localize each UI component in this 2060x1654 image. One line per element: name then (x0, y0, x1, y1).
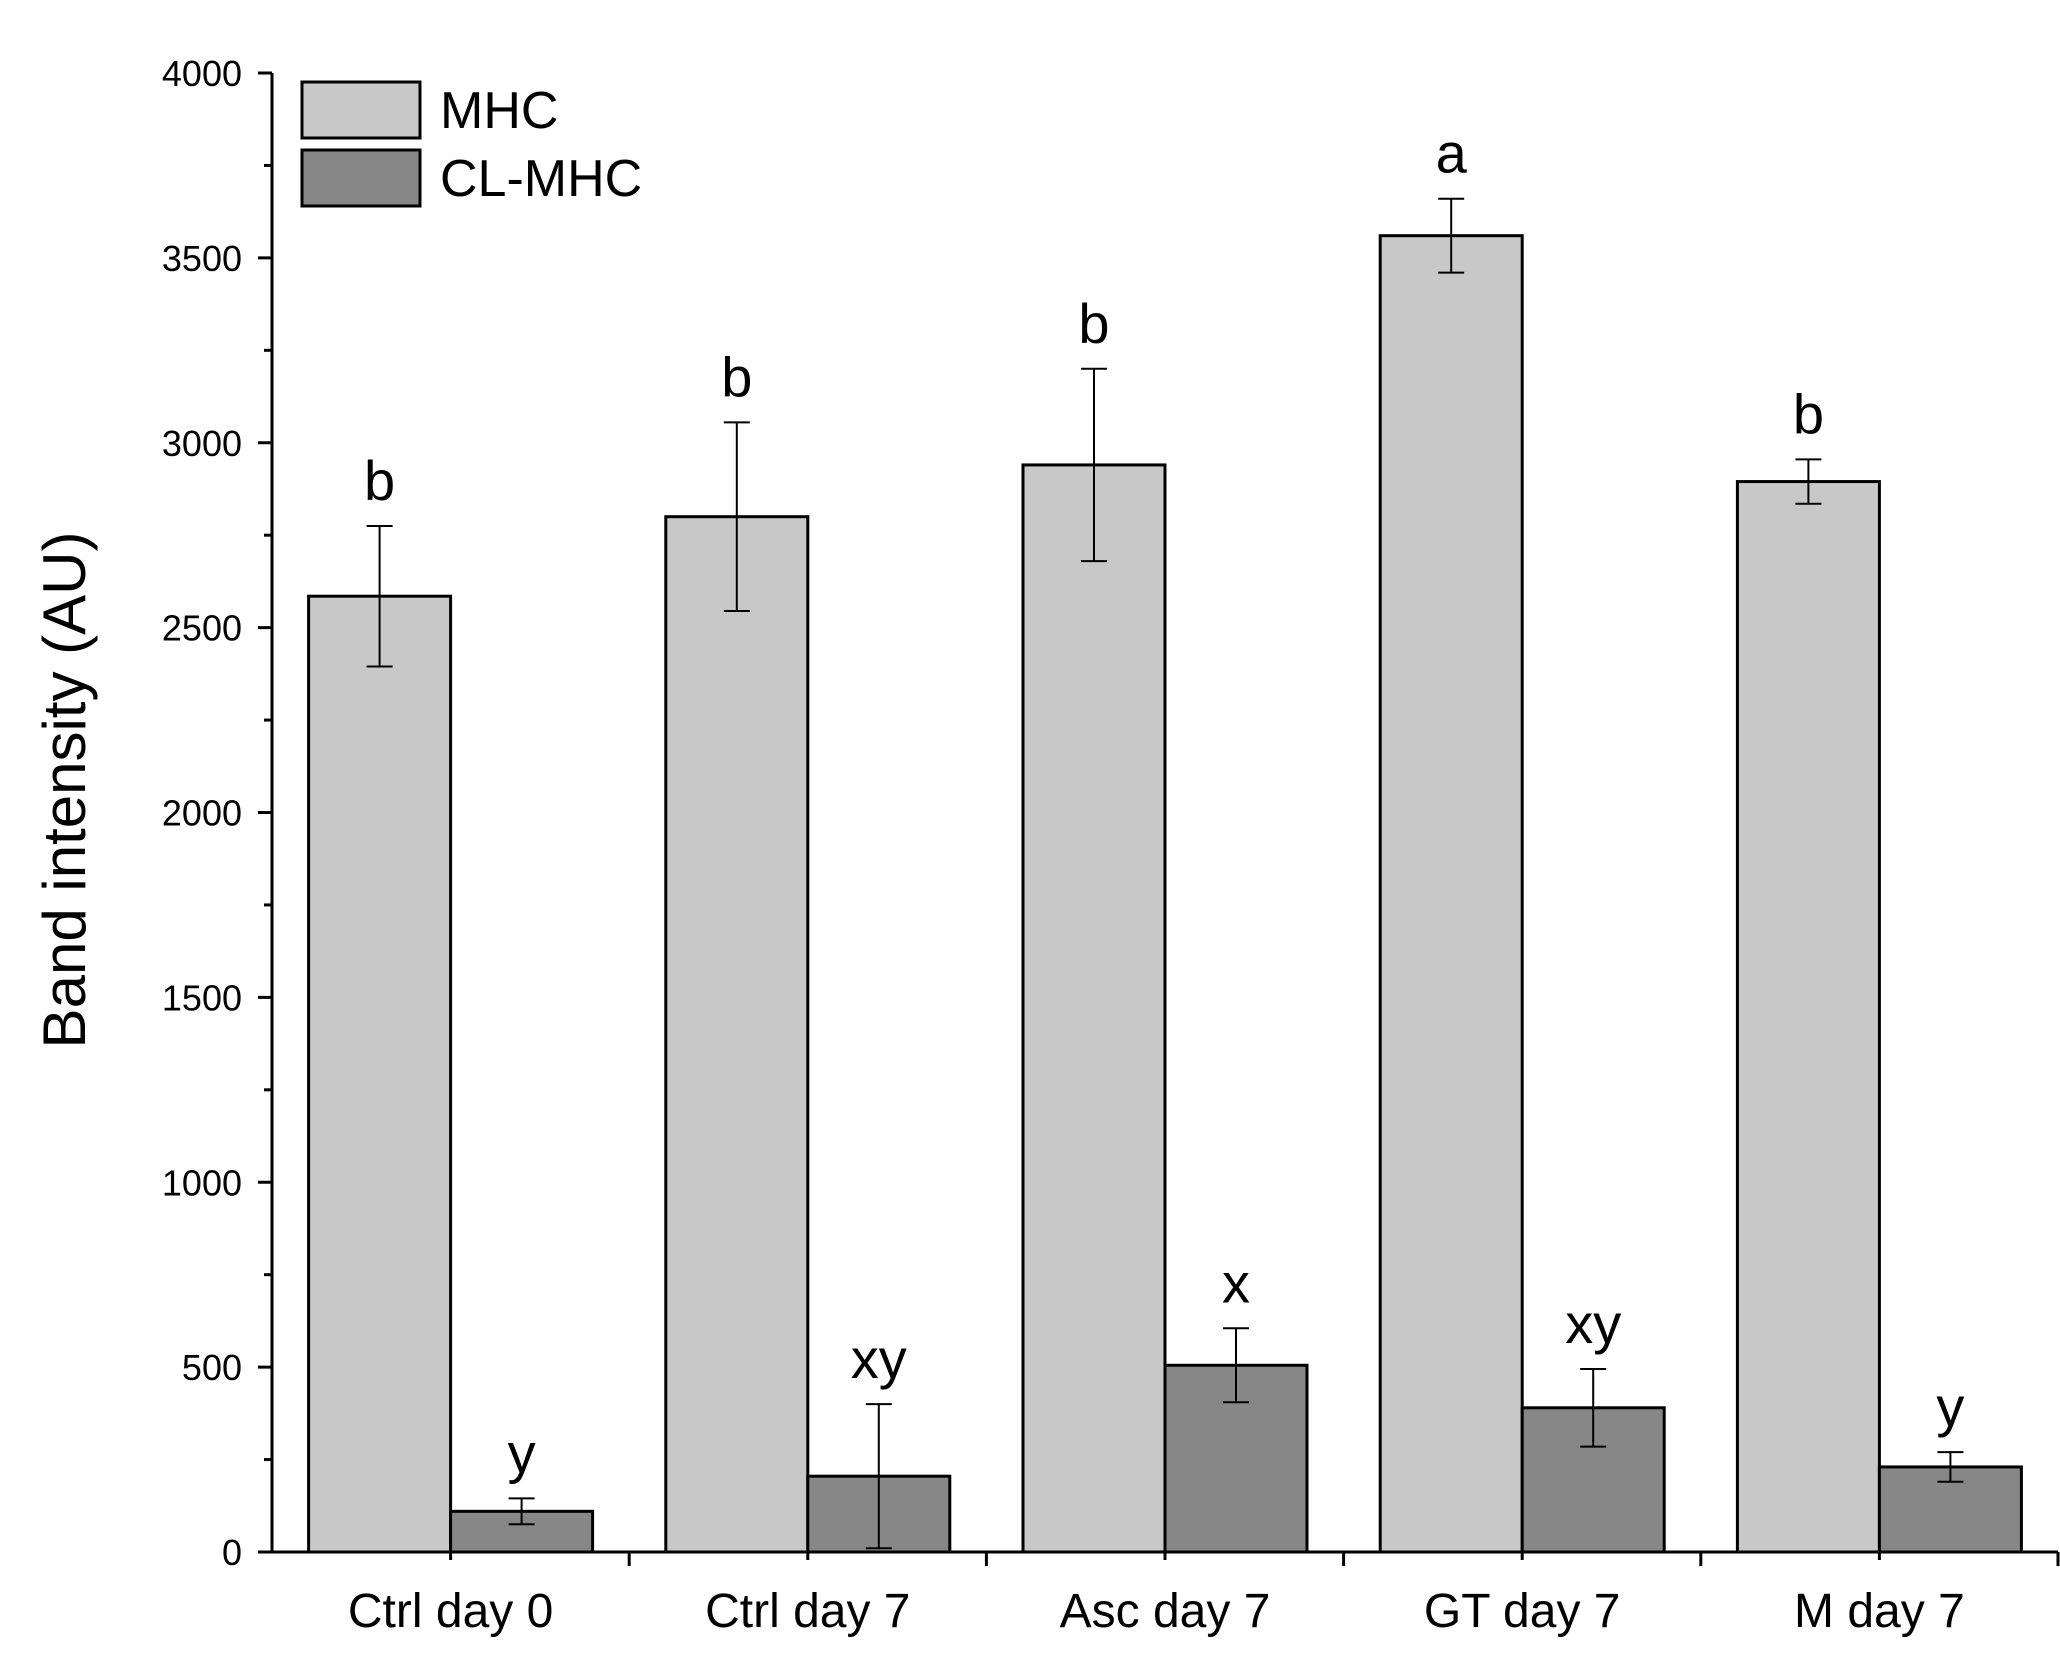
significance-label-mhc-0: b (364, 449, 395, 512)
y-tick-label-3: 1500 (162, 977, 242, 1018)
y-tick-label-2: 1000 (162, 1162, 242, 1203)
bar-mhc-2 (1021, 463, 1167, 1554)
y-tick-label-8: 4000 (162, 53, 242, 94)
x-tick-label-4: M day 7 (1794, 1585, 1965, 1638)
y-axis-title: Band intensity (AU) (31, 532, 98, 1049)
significance-label-mhc-2: b (1078, 292, 1109, 355)
legend-label-cl-mhc: CL-MHC (440, 150, 642, 208)
legend-label-mhc: MHC (440, 82, 558, 140)
x-tick-label-3: GT day 7 (1424, 1585, 1621, 1638)
chart-axes: Ctrl day 0 Ctrl day 7 Asc day 7 GT day 7 M d… (162, 53, 2060, 1638)
chart-marks: b y b xy b x a xy b y (307, 122, 2023, 1554)
significance-label-cl-mhc-1: xy (851, 1327, 907, 1390)
significance-label-mhc-3: a (1436, 122, 1468, 185)
x-tick-label-1: Ctrl day 7 (705, 1585, 910, 1638)
bar-mhc-4 (1735, 480, 1881, 1554)
significance-label-cl-mhc-3: xy (1565, 1292, 1621, 1355)
y-tick-label-7: 3500 (162, 238, 242, 279)
y-tick-label-4: 2000 (162, 793, 242, 834)
y-tick-label-6: 3000 (162, 423, 242, 464)
x-tick-label-0: Ctrl day 0 (348, 1585, 553, 1638)
significance-label-cl-mhc-0: y (508, 1421, 536, 1484)
significance-label-mhc-4: b (1793, 382, 1824, 445)
significance-label-mhc-1: b (721, 345, 752, 408)
bar-mhc-0 (307, 594, 453, 1554)
y-tick-label-5: 2500 (162, 608, 242, 649)
bar-mhc-3 (1378, 234, 1524, 1554)
legend-swatch-mhc (300, 80, 422, 140)
significance-label-cl-mhc-4: y (1936, 1375, 1964, 1438)
x-tick-label-2: Asc day 7 (1060, 1585, 1271, 1638)
bar-mhc-1 (664, 515, 810, 1554)
y-tick-label-1: 500 (182, 1347, 242, 1388)
legend-swatch-cl-mhc (300, 148, 422, 208)
legend: MHC CL-MHC (300, 80, 642, 208)
significance-label-cl-mhc-2: x (1222, 1251, 1250, 1314)
y-tick-label-0: 0 (222, 1532, 242, 1573)
